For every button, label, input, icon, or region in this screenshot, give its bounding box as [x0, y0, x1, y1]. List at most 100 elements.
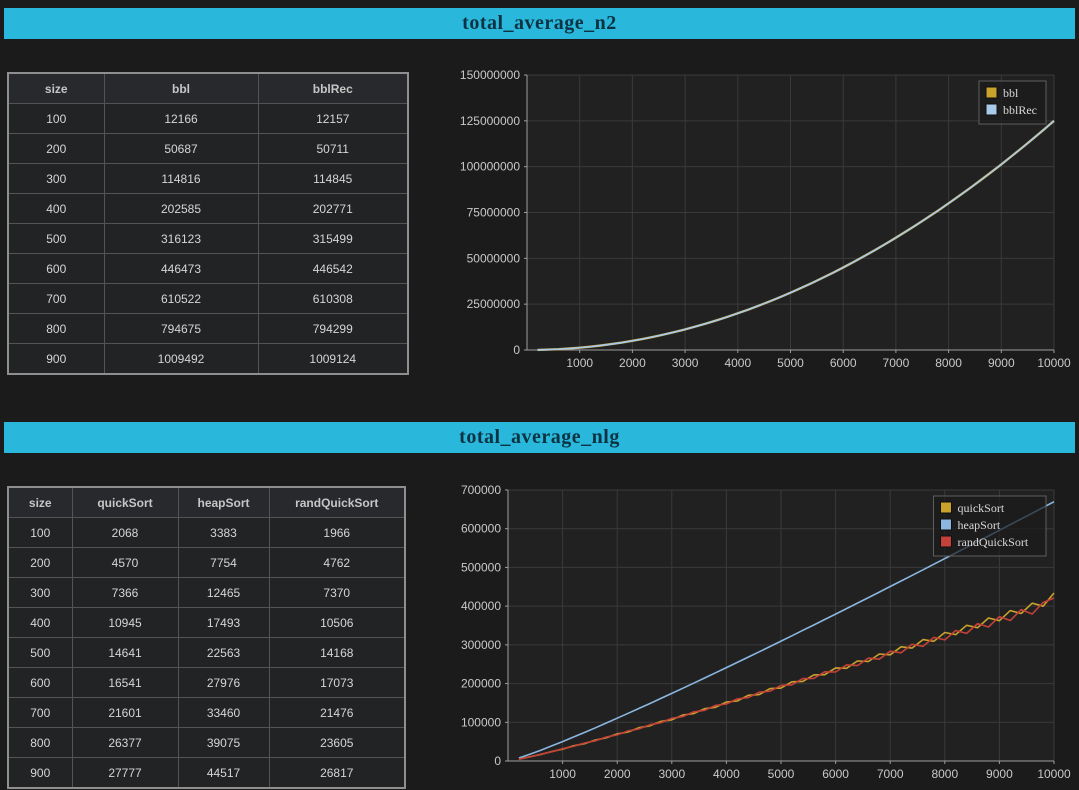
nlg-chart: 1000 2000 3000 4000 5000 6000 7000 8000 9000 1000… — [452, 476, 1072, 790]
y-tick-label: 100000 — [461, 715, 501, 729]
table-cell: 900 — [7, 757, 73, 789]
table-cell: 316123 — [103, 223, 259, 254]
table-cell: 610522 — [103, 283, 259, 314]
y-tick-label: 150000000 — [460, 68, 520, 82]
column-header-size: size — [7, 72, 105, 104]
column-header-size: size — [7, 486, 73, 518]
column-header-quickSort: quickSort — [71, 486, 179, 518]
table-row: 300 114816 114845 — [7, 163, 409, 194]
legend-swatch-heapSort — [940, 518, 952, 531]
nlg-table: size quickSort heapSort randQuickSort 100 206… — [7, 486, 406, 789]
table-cell: 200 — [7, 133, 105, 164]
table-cell: 26817 — [268, 757, 406, 789]
table-cell: 100 — [7, 103, 105, 134]
section-n2-title: total_average_n2 — [462, 12, 617, 34]
table-cell: 700 — [7, 697, 73, 728]
section-n2-banner: total_average_n2 — [4, 8, 1075, 39]
series-line-bblRec — [537, 120, 1055, 351]
table-cell: 800 — [7, 313, 105, 344]
table-row: 200 50687 50711 — [7, 133, 409, 164]
legend-label-bbl: bbl — [1003, 86, 1019, 100]
table-cell: 500 — [7, 223, 105, 254]
table-cell: 22563 — [177, 637, 270, 668]
x-tick-label: 8000 — [935, 356, 962, 370]
table-cell: 794299 — [257, 313, 409, 344]
table-cell: 400 — [7, 193, 105, 224]
table-row: 800 26377 39075 23605 — [7, 727, 406, 758]
y-tick-label: 700000 — [461, 483, 501, 497]
section-nlg-content: size quickSort heapSort randQuickSort 100 206… — [4, 453, 1075, 790]
x-tick-label: 2000 — [619, 356, 646, 370]
table-cell: 202585 — [103, 193, 259, 224]
x-tick-label: 4000 — [724, 356, 751, 370]
legend-swatch-bblRec — [985, 103, 998, 116]
legend-label-randQuickSort: randQuickSort — [958, 535, 1029, 549]
legend-label-bblRec: bblRec — [1003, 103, 1037, 117]
table-cell: 17073 — [268, 667, 406, 698]
table-row: 900 1009492 1009124 — [7, 343, 409, 375]
x-tick-label: 9000 — [986, 767, 1013, 781]
table-cell: 12465 — [177, 577, 270, 608]
table-cell: 14641 — [71, 637, 179, 668]
y-tick-label: 50000000 — [467, 251, 521, 265]
table-row: 600 16541 27976 17073 — [7, 667, 406, 698]
chart-svg: 1000 2000 3000 4000 5000 6000 7000 8000 9000 1000… — [460, 68, 1071, 370]
table-cell: 610308 — [257, 283, 409, 314]
x-tick-label: 6000 — [830, 356, 857, 370]
x-tick-label: 10000 — [1037, 356, 1071, 370]
section-nlg-title: total_average_nlg — [459, 426, 620, 448]
table-cell: 21476 — [268, 697, 406, 728]
column-header-randQuickSort: randQuickSort — [268, 486, 406, 518]
y-tick-label: 0 — [494, 754, 501, 768]
column-header-bblRec: bblRec — [257, 72, 409, 104]
x-tick-label: 3000 — [658, 767, 685, 781]
table-row: 300 7366 12465 7370 — [7, 577, 406, 608]
table-cell: 7754 — [177, 547, 270, 578]
table-cell: 33460 — [177, 697, 270, 728]
x-tick-label: 10000 — [1037, 767, 1071, 781]
table-cell: 202771 — [257, 193, 409, 224]
n2-table: size bbl bblRec 100 12166 12157 200 50687 50711 3… — [7, 72, 409, 375]
column-header-heapSort: heapSort — [177, 486, 270, 518]
table-cell: 27976 — [177, 667, 270, 698]
table-cell: 7366 — [71, 577, 179, 608]
table-cell: 446473 — [103, 253, 259, 284]
y-tick-label: 75000000 — [467, 206, 521, 220]
x-tick-label: 3000 — [672, 356, 699, 370]
table-cell: 1009492 — [103, 343, 259, 375]
y-tick-label: 125000000 — [460, 114, 520, 128]
table-cell: 3383 — [177, 517, 270, 548]
table-header-row: size quickSort heapSort randQuickSort — [7, 486, 406, 518]
table-cell: 14168 — [268, 637, 406, 668]
table-cell: 446542 — [257, 253, 409, 284]
table-cell: 114845 — [257, 163, 409, 194]
table-cell: 900 — [7, 343, 105, 375]
x-tick-label: 8000 — [931, 767, 958, 781]
section-n2: total_average_n2 size bbl bblRec 100 12166 12… — [4, 8, 1075, 394]
table-cell: 16541 — [71, 667, 179, 698]
legend-swatch-randQuickSort — [940, 535, 952, 548]
x-tick-label: 2000 — [604, 767, 631, 781]
table-cell: 600 — [7, 253, 105, 284]
x-tick-label: 5000 — [768, 767, 795, 781]
n2-chart: 1000 2000 3000 4000 5000 6000 7000 8000 9000 1000… — [432, 59, 1072, 394]
table-cell: 700 — [7, 283, 105, 314]
y-tick-label: 600000 — [461, 522, 501, 536]
table-cell: 27777 — [71, 757, 179, 789]
table-cell: 800 — [7, 727, 73, 758]
legend-swatch-quickSort — [940, 501, 952, 514]
x-tick-label: 4000 — [713, 767, 740, 781]
table-cell: 1009124 — [257, 343, 409, 375]
table-cell: 4570 — [71, 547, 179, 578]
x-tick-label: 5000 — [777, 356, 804, 370]
y-tick-label: 300000 — [461, 638, 501, 652]
nlg-table-wrap: size quickSort heapSort randQuickSort 100 206… — [7, 486, 406, 789]
table-row: 200 4570 7754 4762 — [7, 547, 406, 578]
table-row: 600 446473 446542 — [7, 253, 409, 284]
legend-box — [933, 495, 1047, 557]
table-cell: 12157 — [257, 103, 409, 134]
table-cell: 17493 — [177, 607, 270, 638]
table-cell: 39075 — [177, 727, 270, 758]
table-row: 700 21601 33460 21476 — [7, 697, 406, 728]
